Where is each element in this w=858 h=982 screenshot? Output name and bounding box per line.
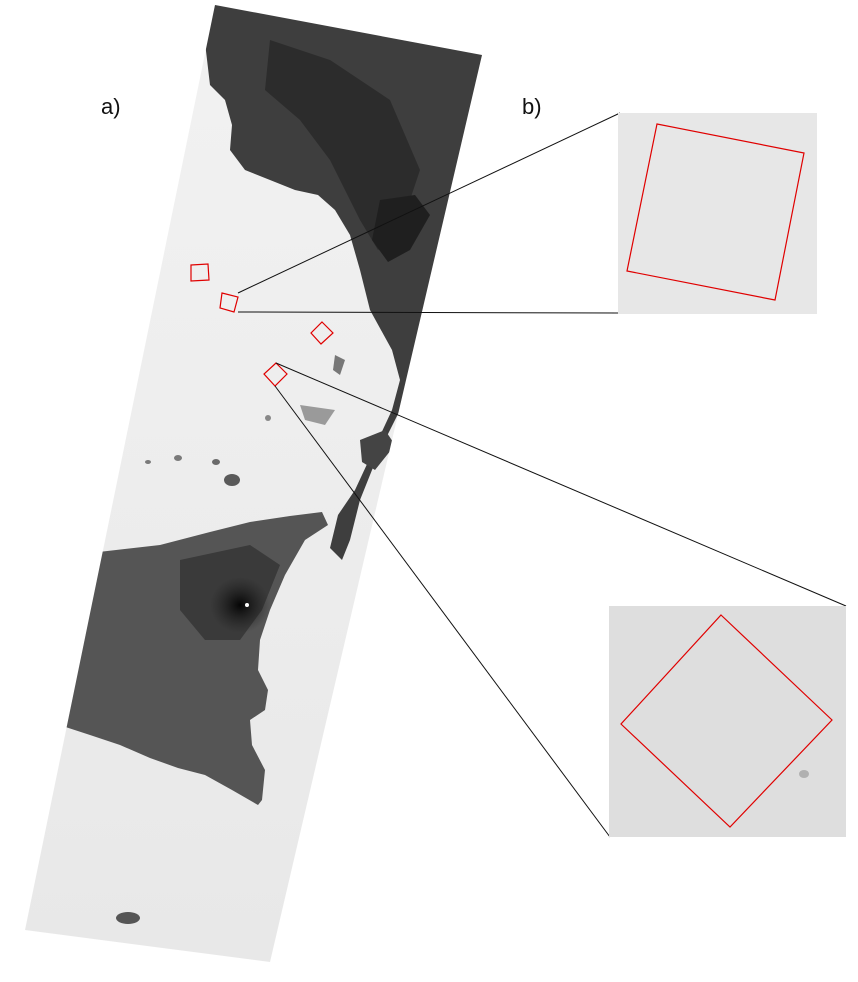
mainland-ridge (372, 195, 430, 262)
mainland-landmass (200, 5, 482, 560)
connector-line-upper-top (237, 112, 621, 294)
volcano-dark-spot (210, 577, 270, 633)
roi-diamond-1 (310, 321, 334, 345)
inset-roi-diamond (620, 614, 833, 828)
sea-surface-feature (333, 355, 345, 375)
islet (224, 474, 240, 486)
connector-line-upper-bottom (237, 311, 621, 314)
sea-surface-feature (300, 405, 335, 425)
connector-line-lower-top (275, 362, 847, 607)
coastal-feature (360, 430, 395, 470)
sea-surface-feature (265, 415, 271, 421)
roi-square-1 (190, 263, 210, 282)
islet (174, 455, 182, 461)
islet (212, 459, 220, 465)
inset-roi-square (626, 123, 805, 301)
islet (145, 460, 151, 464)
inset-image-lower (609, 606, 846, 837)
inset-image-upper (618, 113, 817, 314)
volcano-summit-bright (245, 603, 249, 607)
connector-line-lower-bottom (274, 385, 611, 838)
zoom-inset-lower (609, 606, 846, 837)
islet (116, 912, 140, 924)
zoom-connector-lines (237, 112, 847, 838)
zoom-inset-upper (618, 113, 817, 314)
regions-of-interest (190, 263, 334, 387)
inset-dark-spot (799, 770, 809, 778)
panel-b-label: b) (522, 94, 542, 119)
satellite-image-strip (25, 5, 482, 962)
roi-square-2 (219, 292, 239, 313)
panel-a-label: a) (101, 94, 121, 119)
mainland-highlands (265, 40, 420, 250)
